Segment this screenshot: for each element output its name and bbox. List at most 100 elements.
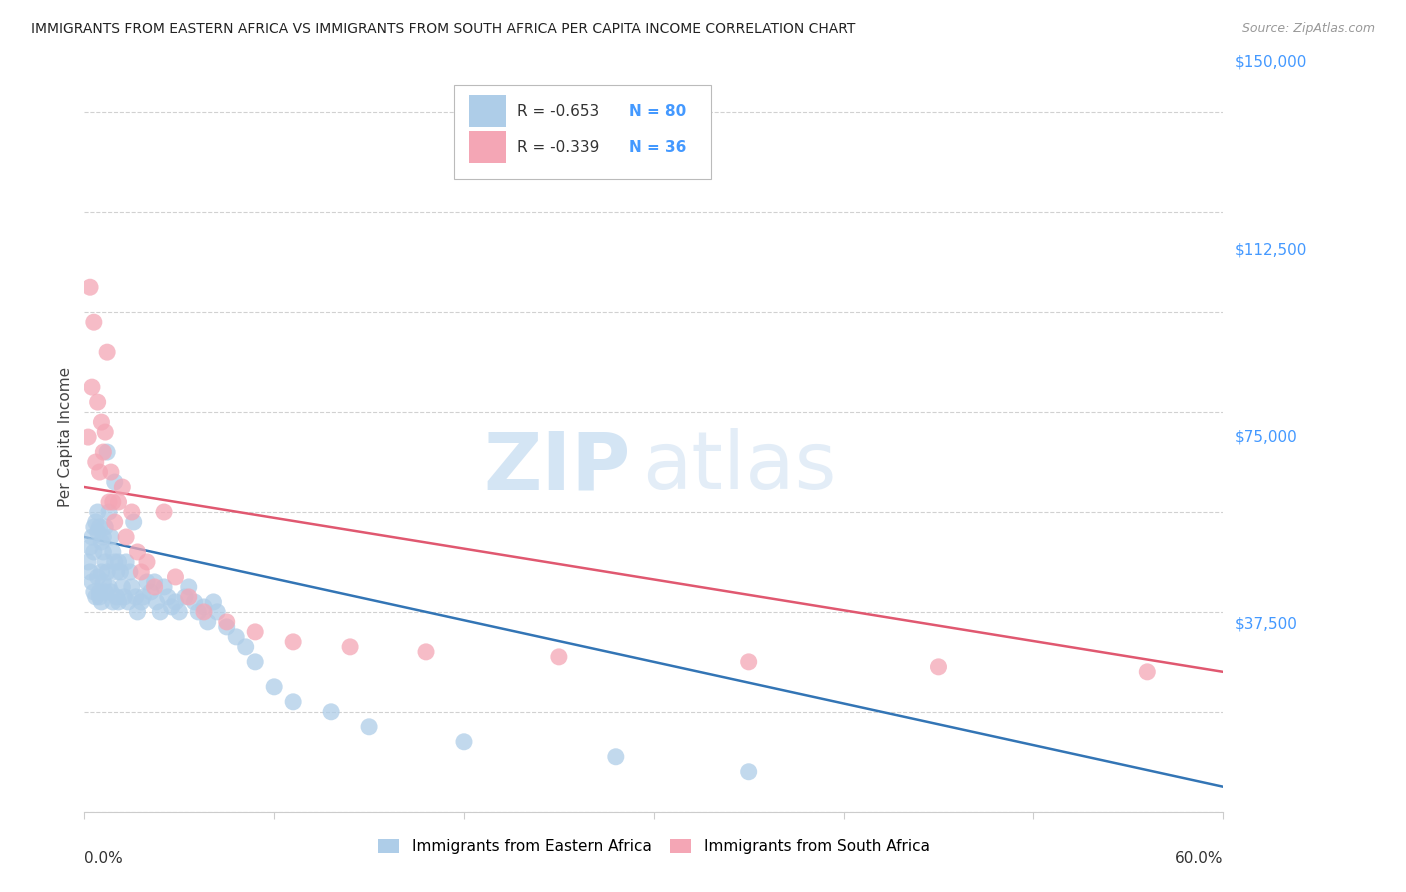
Point	[89, 465, 111, 479]
Point	[84, 515, 107, 529]
Point	[207, 605, 229, 619]
Point	[79, 280, 101, 294]
Point	[89, 590, 111, 604]
Point	[90, 565, 112, 579]
Point	[235, 640, 257, 654]
Point	[94, 585, 117, 599]
Point	[84, 590, 107, 604]
Point	[339, 640, 361, 654]
Text: 60.0%: 60.0%	[1175, 851, 1223, 865]
Text: N = 36: N = 36	[628, 140, 686, 154]
Point	[111, 480, 134, 494]
Point	[359, 720, 381, 734]
Point	[215, 620, 238, 634]
Text: N = 80: N = 80	[628, 103, 686, 119]
Point	[131, 595, 153, 609]
Point	[132, 590, 155, 604]
Text: 0.0%: 0.0%	[84, 851, 124, 865]
Point	[177, 590, 200, 604]
Point	[124, 590, 146, 604]
Point	[143, 574, 166, 589]
Point	[321, 705, 343, 719]
Point	[153, 505, 176, 519]
Point	[605, 749, 627, 764]
Text: IMMIGRANTS FROM EASTERN AFRICA VS IMMIGRANTS FROM SOUTH AFRICA PER CAPITA INCOME: IMMIGRANTS FROM EASTERN AFRICA VS IMMIGR…	[31, 22, 855, 37]
Y-axis label: Per Capita Income: Per Capita Income	[58, 367, 73, 508]
Point	[77, 555, 100, 569]
Point	[98, 580, 121, 594]
Point	[193, 599, 215, 614]
Point	[77, 430, 100, 444]
Point	[115, 555, 138, 569]
Point	[121, 580, 143, 594]
Point	[136, 555, 159, 569]
Point	[738, 764, 761, 779]
Point	[263, 680, 285, 694]
Point	[165, 595, 187, 609]
Point	[169, 605, 191, 619]
Point	[245, 624, 267, 639]
Text: $112,500: $112,500	[1234, 243, 1306, 257]
Point	[90, 535, 112, 549]
Point	[283, 695, 305, 709]
Point	[100, 465, 122, 479]
Point	[107, 555, 129, 569]
FancyBboxPatch shape	[454, 85, 711, 178]
Point	[117, 595, 139, 609]
Point	[215, 615, 238, 629]
Point	[86, 524, 108, 539]
Point	[80, 380, 103, 394]
Point	[104, 475, 127, 489]
Point	[93, 545, 115, 559]
Point	[96, 345, 118, 359]
Point	[193, 605, 215, 619]
Point	[89, 520, 111, 534]
Point	[115, 530, 138, 544]
Point	[105, 565, 128, 579]
Point	[127, 545, 149, 559]
Point	[139, 585, 162, 599]
Point	[101, 595, 124, 609]
Point	[738, 655, 761, 669]
Point	[79, 565, 101, 579]
Point	[104, 515, 127, 529]
Point	[100, 585, 122, 599]
Point	[90, 415, 112, 429]
Text: R = -0.339: R = -0.339	[517, 140, 599, 154]
Point	[415, 645, 437, 659]
Point	[1136, 665, 1159, 679]
Text: atlas: atlas	[643, 428, 837, 506]
Point	[101, 545, 124, 559]
Point	[80, 530, 103, 544]
Point	[96, 565, 118, 579]
Point	[118, 565, 141, 579]
Point	[112, 590, 135, 604]
Point	[197, 615, 219, 629]
Point	[100, 530, 122, 544]
Point	[145, 595, 167, 609]
Point	[165, 570, 187, 584]
Point	[83, 520, 105, 534]
Point	[453, 735, 475, 749]
Point	[225, 630, 247, 644]
Point	[149, 605, 172, 619]
Point	[202, 595, 225, 609]
Point	[89, 585, 111, 599]
Point	[93, 445, 115, 459]
Point	[94, 425, 117, 439]
Point	[105, 590, 128, 604]
Point	[111, 580, 134, 594]
Point	[93, 530, 115, 544]
Point	[86, 395, 108, 409]
Point	[104, 555, 127, 569]
Point	[548, 649, 571, 664]
Point	[94, 520, 117, 534]
Point	[110, 565, 132, 579]
Point	[96, 445, 118, 459]
Point	[80, 574, 103, 589]
Point	[283, 635, 305, 649]
Point	[101, 495, 124, 509]
Point	[131, 565, 153, 579]
Text: Source: ZipAtlas.com: Source: ZipAtlas.com	[1241, 22, 1375, 36]
Point	[86, 505, 108, 519]
